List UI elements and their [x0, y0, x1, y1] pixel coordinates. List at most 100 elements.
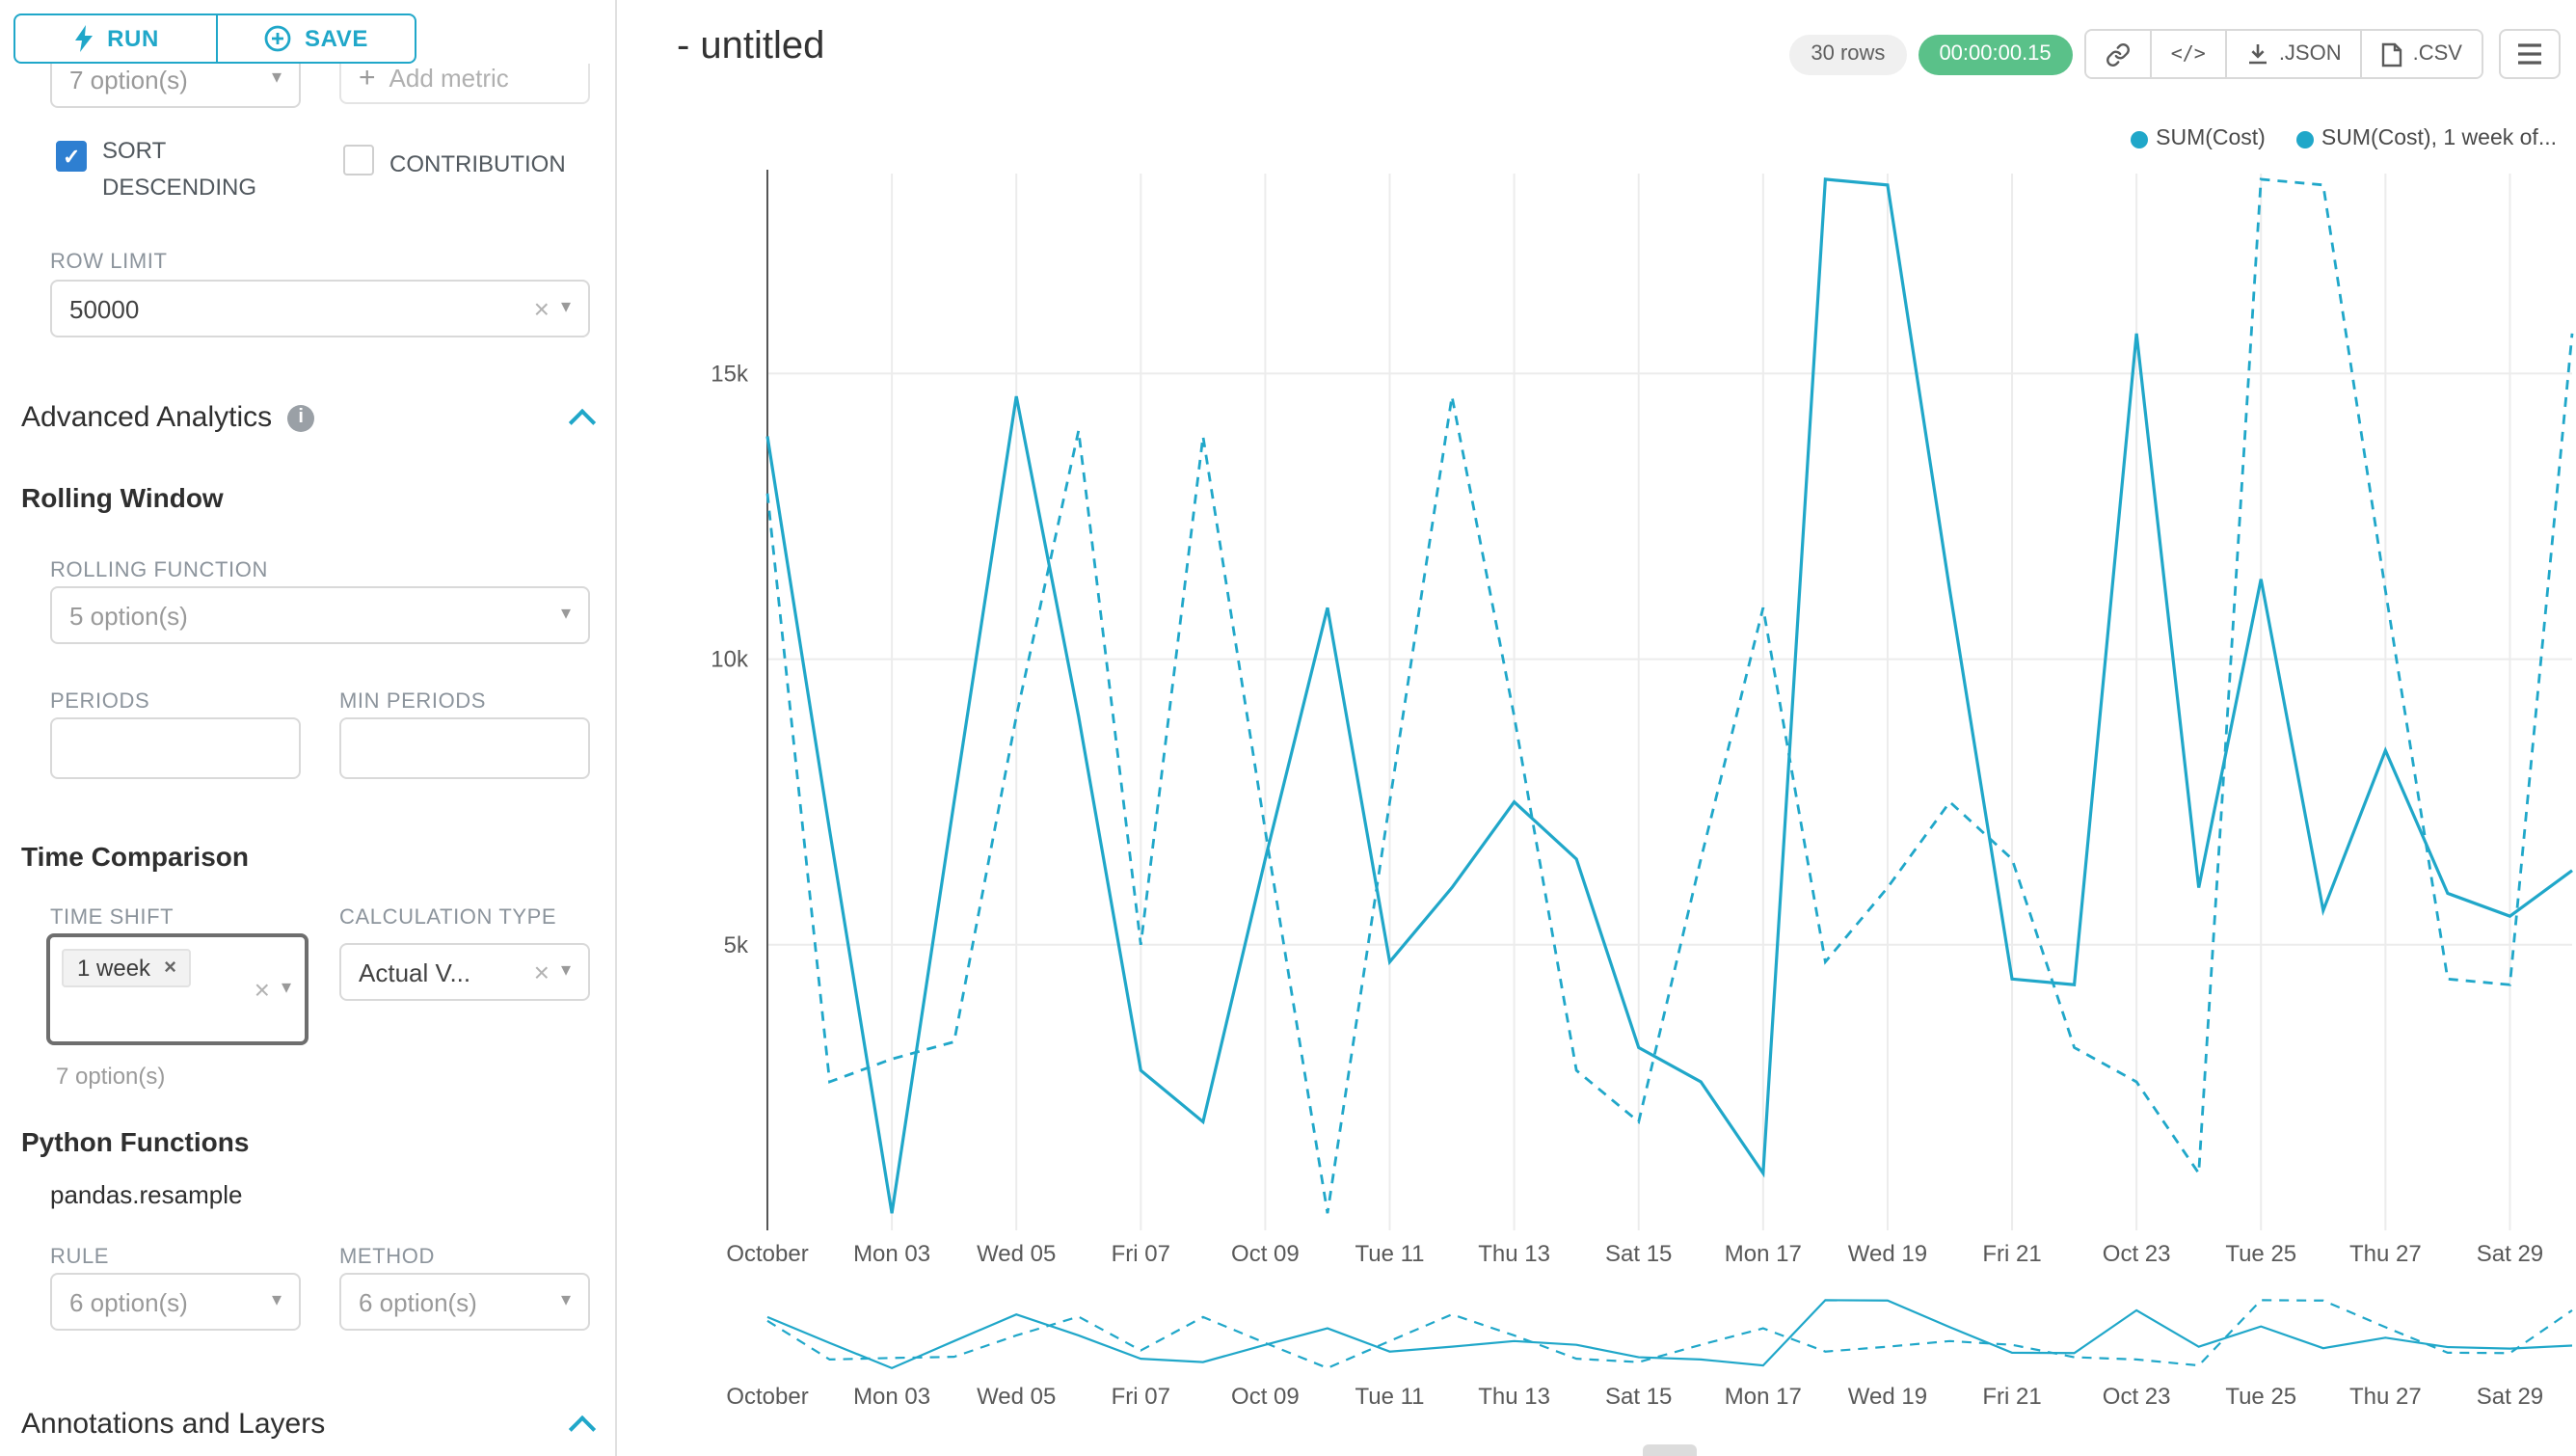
min-periods-input[interactable]: [339, 717, 590, 779]
svg-text:Tue 11: Tue 11: [1355, 1384, 1424, 1410]
code-icon: </>: [2170, 43, 2206, 65]
mini-preview-chart[interactable]: October Mon 03 Wed 05 Fri 07 Oct 09 Tue 11 Thu…: [617, 1288, 2576, 1423]
contribution-label: CONTRIBUTION: [389, 150, 566, 177]
row-limit-label: ROW LIMIT: [50, 251, 168, 274]
svg-text:Oct 09: Oct 09: [1231, 1241, 1300, 1267]
periods-input[interactable]: [50, 717, 301, 779]
method-value: 6 option(s): [359, 1287, 477, 1316]
time-shift-hint: 7 option(s): [56, 1063, 166, 1090]
chart-resize-handle[interactable]: [1643, 1444, 1697, 1456]
time-shift-tag[interactable]: 1 week ×: [62, 949, 192, 987]
min-periods-label: MIN PERIODS: [339, 690, 487, 714]
sort-descending-label: SORT DESCENDING: [102, 137, 257, 202]
rolling-function-value: 5 option(s): [69, 601, 188, 630]
advanced-analytics-title: Advanced Analytics: [21, 401, 273, 434]
svg-text:October: October: [726, 1384, 808, 1410]
calculation-type-select[interactable]: Actual V... × ▾: [339, 943, 590, 1001]
menu-icon: [2518, 43, 2541, 65]
export-json-button[interactable]: .JSON: [2224, 31, 2361, 77]
info-icon[interactable]: i: [287, 404, 315, 431]
svg-text:Thu 27: Thu 27: [2349, 1241, 2422, 1267]
caret-down-icon: ▾: [271, 1290, 282, 1311]
caret-down-icon: ▾: [560, 960, 571, 982]
calculation-type-value: Actual V...: [359, 957, 471, 986]
annotations-layers-header: Annotations and Layers: [21, 1408, 597, 1443]
file-icon: [2382, 41, 2402, 67]
svg-text:Tue 25: Tue 25: [2225, 1241, 2296, 1267]
svg-text:Thu 27: Thu 27: [2349, 1384, 2422, 1410]
contribution-checkbox[interactable]: [343, 145, 374, 175]
svg-text:Fri 21: Fri 21: [1982, 1384, 2041, 1410]
caret-down-icon: ▾: [271, 67, 282, 89]
row-limit-select[interactable]: 50000 × ▾: [50, 280, 590, 337]
advanced-analytics-header: Advanced Analytics i: [21, 401, 597, 436]
save-button-label: SAVE: [305, 25, 368, 52]
svg-text:10k: 10k: [711, 647, 749, 673]
x-icon[interactable]: ×: [533, 293, 550, 324]
caret-down-icon: ▾: [281, 978, 291, 999]
bolt-icon: [74, 25, 93, 52]
plus-icon: +: [359, 61, 376, 94]
chevron-up-icon[interactable]: [568, 407, 597, 436]
svg-text:Wed 05: Wed 05: [977, 1384, 1056, 1410]
annotations-layers-title: Annotations and Layers: [21, 1408, 326, 1441]
add-metric-label: Add metric: [389, 63, 509, 92]
row-limit-value: 50000: [69, 294, 140, 323]
x-icon[interactable]: ×: [533, 957, 550, 987]
chart-menu-button[interactable]: [2499, 29, 2561, 79]
row-count-badge: 30 rows: [1789, 34, 1907, 74]
time-shift-tag-label: 1 week: [77, 955, 151, 982]
svg-text:Fri 21: Fri 21: [1982, 1241, 2041, 1267]
query-timer-badge: 00:00:00.15: [1918, 34, 2073, 74]
sort-descending-checkbox[interactable]: [56, 141, 87, 172]
plus-circle-icon: [264, 25, 291, 52]
time-shift-select[interactable]: 1 week × × ▾: [46, 933, 309, 1045]
svg-text:Oct 23: Oct 23: [2103, 1384, 2171, 1410]
copy-link-button[interactable]: [2085, 31, 2150, 77]
svg-text:Mon 03: Mon 03: [853, 1384, 930, 1410]
svg-text:Mon 17: Mon 17: [1725, 1384, 1802, 1410]
periods-label: PERIODS: [50, 690, 150, 714]
sidebar-sticky-header: RUN SAVE: [0, 0, 615, 64]
svg-text:15k: 15k: [711, 361, 749, 387]
calculation-type-label: CALCULATION TYPE: [339, 906, 557, 930]
python-functions-title: Python Functions: [21, 1126, 250, 1157]
series-dot-icon: [2131, 130, 2149, 148]
rolling-function-select[interactable]: 5 option(s) ▾: [50, 586, 590, 644]
chart-header-actions: 30 rows 00:00:00.15 </> .JSON .CSV: [1789, 29, 2561, 79]
x-icon[interactable]: ×: [164, 956, 176, 979]
legend-item-sum-cost-1-week-offset[interactable]: SUM(Cost), 1 week of...: [2295, 127, 2557, 150]
main-line-chart[interactable]: October Mon 03 Wed 05 Fri 07 Oct 09 Tue 11 Thu…: [617, 139, 2576, 1281]
svg-text:Fri 07: Fri 07: [1112, 1384, 1170, 1410]
svg-text:Wed 05: Wed 05: [977, 1241, 1056, 1267]
rule-select[interactable]: 6 option(s) ▾: [50, 1273, 301, 1331]
time-shift-label: TIME SHIFT: [50, 906, 174, 930]
caret-down-icon: ▾: [560, 1290, 571, 1311]
run-button-label: RUN: [107, 25, 159, 52]
chevron-up-icon[interactable]: [568, 1414, 597, 1443]
legend-item-sum-cost[interactable]: SUM(Cost): [2131, 127, 2266, 150]
export-csv-button[interactable]: .CSV: [2360, 31, 2482, 77]
rule-value: 6 option(s): [69, 1287, 188, 1316]
export-csv-label: .CSV: [2412, 42, 2462, 66]
svg-text:Thu 13: Thu 13: [1478, 1384, 1550, 1410]
chart-legend: SUM(Cost) SUM(Cost), 1 week of...: [2131, 127, 2557, 150]
metrics-select-value: 7 option(s): [69, 65, 188, 94]
link-icon: [2106, 42, 2130, 66]
caret-down-icon: ▾: [560, 604, 571, 625]
x-icon[interactable]: ×: [254, 974, 270, 1005]
svg-text:Fri 07: Fri 07: [1112, 1241, 1170, 1267]
save-button[interactable]: SAVE: [216, 13, 416, 64]
run-button[interactable]: RUN: [13, 13, 218, 64]
time-comparison-title: Time Comparison: [21, 841, 249, 872]
svg-text:Wed 19: Wed 19: [1848, 1384, 1927, 1410]
rolling-function-label: ROLLING FUNCTION: [50, 559, 268, 582]
chart-area: - untitled 30 rows 00:00:00.15 </> .JSON…: [617, 0, 2576, 1456]
embed-code-button[interactable]: </>: [2149, 31, 2225, 77]
rolling-window-title: Rolling Window: [21, 482, 224, 513]
export-json-label: .JSON: [2278, 42, 2342, 66]
time-shift-select-controls: × ▾: [247, 976, 291, 1003]
series-dot-icon: [2295, 130, 2314, 148]
method-select[interactable]: 6 option(s) ▾: [339, 1273, 590, 1331]
